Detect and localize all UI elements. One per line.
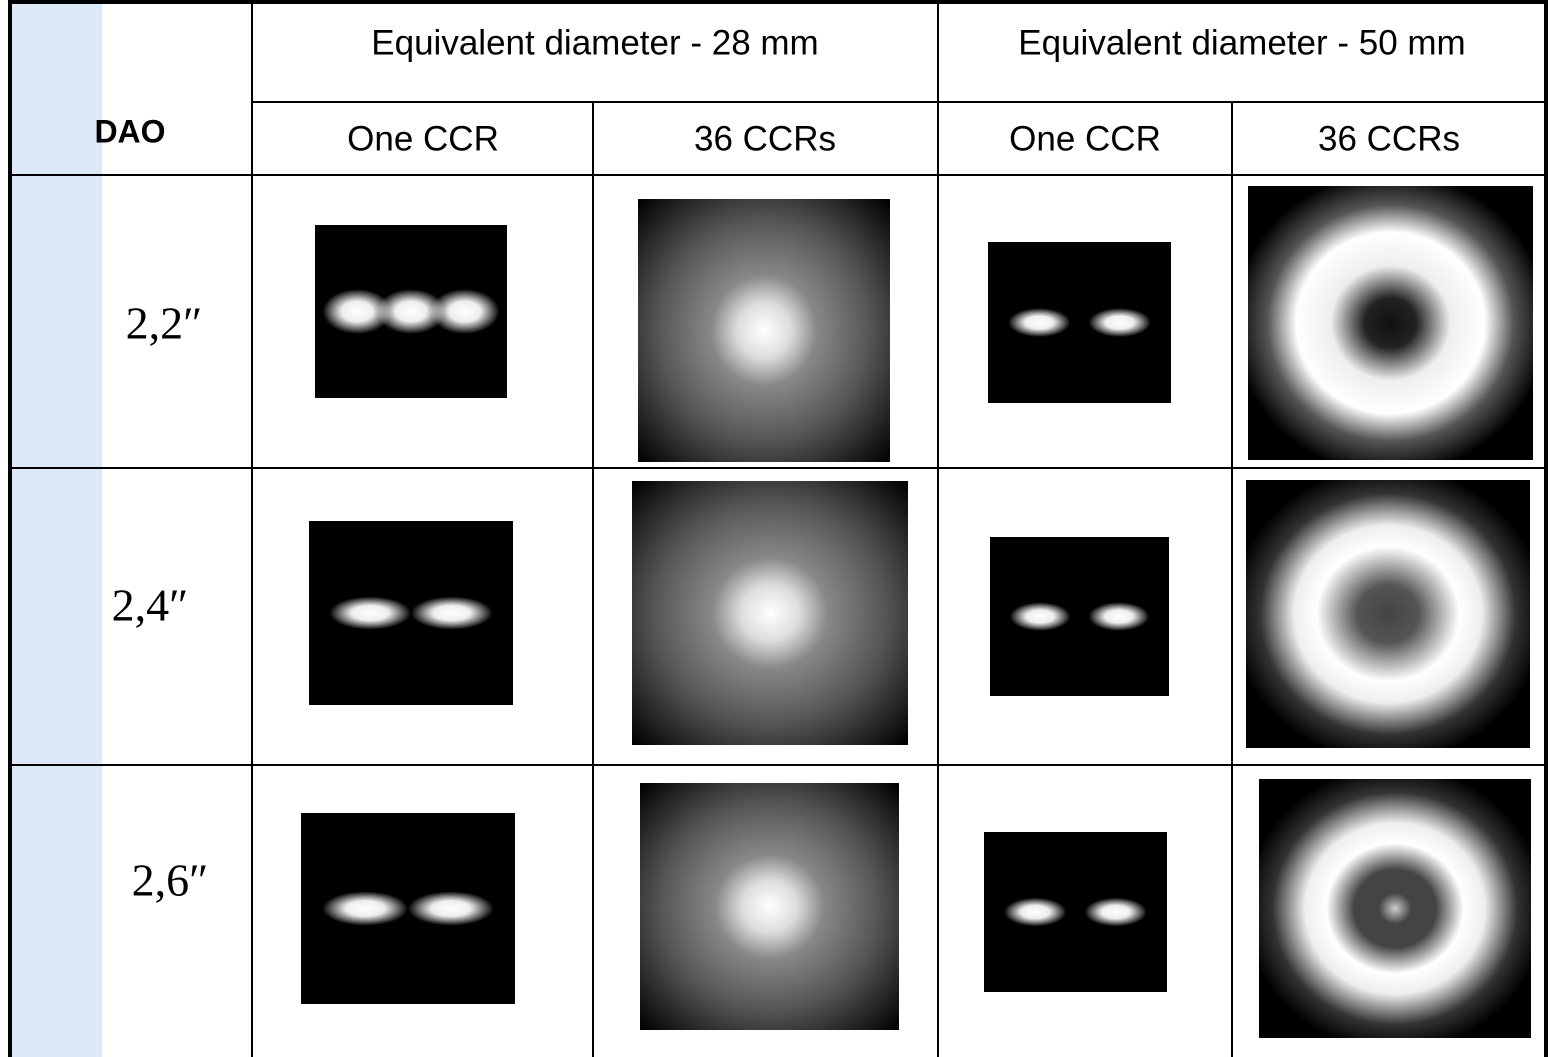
images — [301, 146, 1550, 1057]
group-header: Equivalent diameter - 28 mm — [371, 23, 818, 62]
psf-image — [1220, 159, 1550, 488]
psf-image — [588, 146, 941, 514]
column-header: 36 CCRs — [1318, 119, 1460, 158]
row-label: 2,6″ — [132, 855, 209, 906]
header-band — [12, 4, 102, 1057]
psf-image — [301, 813, 515, 1004]
psf-image — [315, 225, 507, 398]
psf-image — [309, 521, 513, 705]
psf-image — [984, 832, 1167, 992]
table: DAO Equivalent diameter - 28 mm Equivale… — [0, 0, 1550, 1057]
psf-image — [988, 242, 1171, 403]
psf-image — [1218, 453, 1550, 775]
corner-header: DAO — [94, 113, 165, 149]
column-header: One CCR — [1009, 119, 1161, 158]
column-header: 36 CCRs — [694, 119, 836, 158]
psf-image — [990, 537, 1169, 696]
row-label: 2,4″ — [112, 580, 189, 631]
psf-image — [588, 734, 951, 1057]
row-label: 2,2″ — [126, 298, 203, 349]
psf-image — [1232, 753, 1550, 1057]
group-header: Equivalent diameter - 50 mm — [1018, 23, 1465, 62]
psf-image — [577, 428, 963, 798]
column-header: One CCR — [347, 119, 499, 158]
